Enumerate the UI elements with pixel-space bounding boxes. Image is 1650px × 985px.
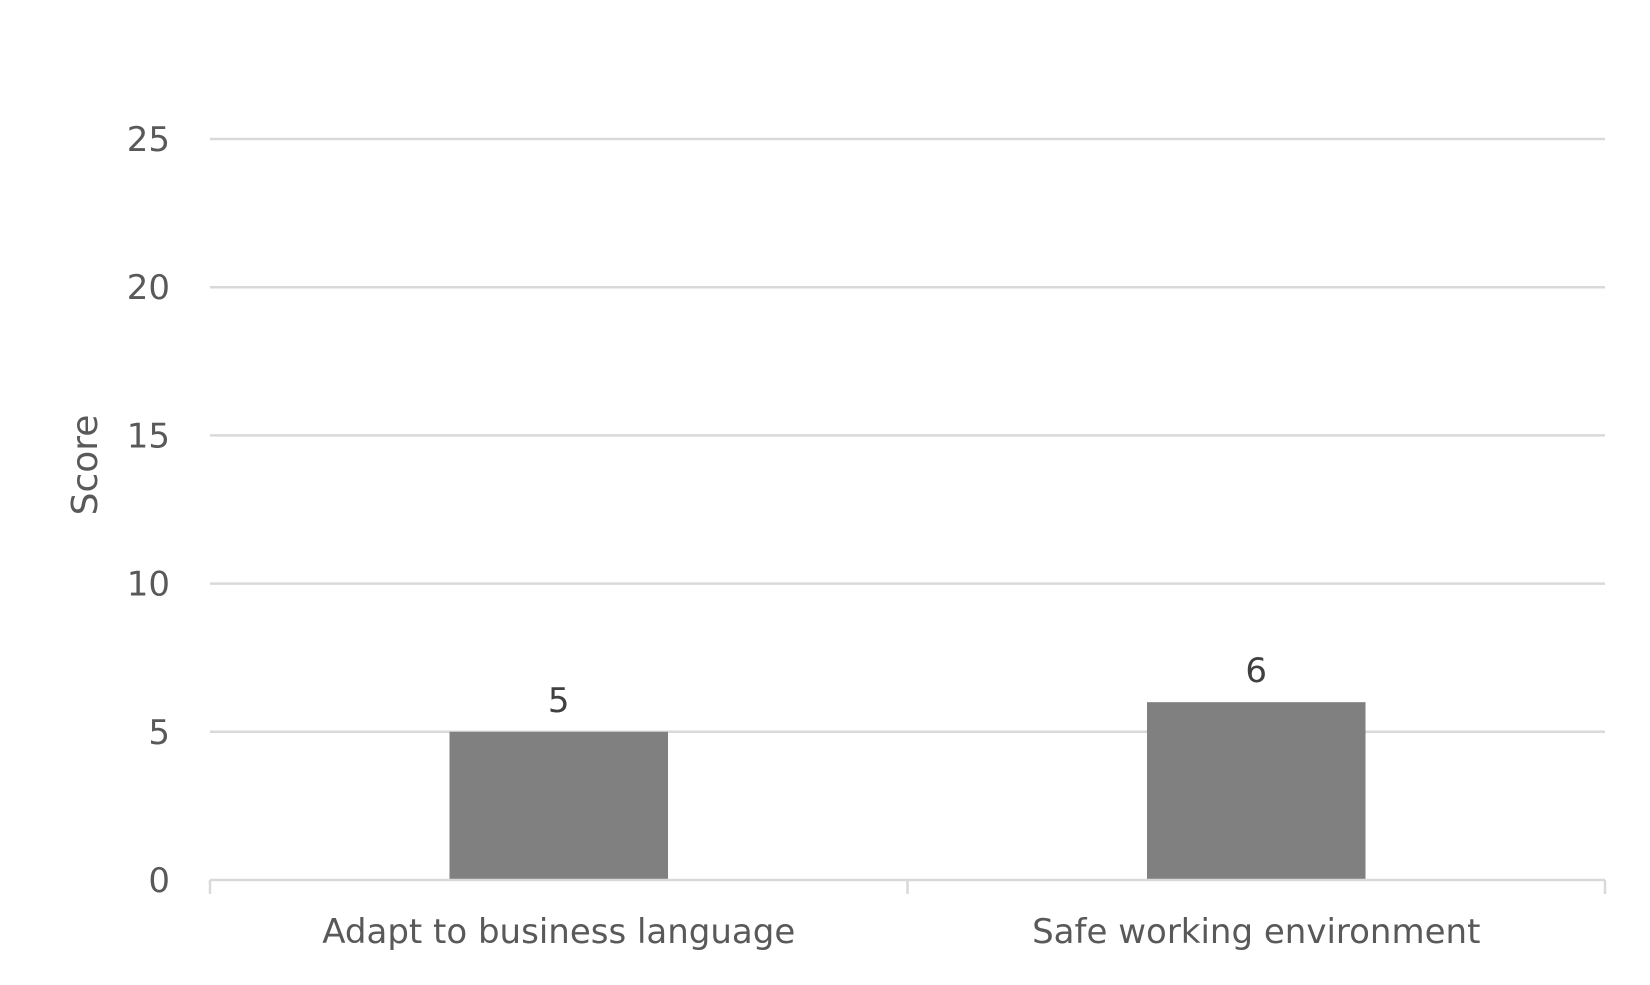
data-label-2: 6 xyxy=(1245,651,1267,691)
y-tick-label-5: 5 xyxy=(148,713,170,753)
y-tick-label-15: 15 xyxy=(127,416,170,456)
bar-2 xyxy=(1146,702,1366,880)
data-labels: 56 xyxy=(548,651,1267,721)
y-tick-label-0: 0 xyxy=(148,861,170,901)
gridlines xyxy=(210,137,1605,734)
y-tick-label-25: 25 xyxy=(127,120,170,160)
y-tick-label-10: 10 xyxy=(127,565,170,605)
x-axis-ticks: Adapt to business language Safe working e… xyxy=(322,912,1480,952)
y-axis-ticks: 0 5 10 15 20 25 xyxy=(127,120,170,901)
x-tick-label-2: Safe working environment xyxy=(1032,912,1480,952)
data-label-1: 5 xyxy=(548,681,570,721)
x-axis xyxy=(208,878,1607,894)
y-tick-label-20: 20 xyxy=(127,268,170,308)
y-axis-title: Score xyxy=(65,415,106,516)
bars xyxy=(449,702,1366,880)
bar-1 xyxy=(449,731,669,880)
x-tick-label-1: Adapt to business language xyxy=(322,912,795,952)
